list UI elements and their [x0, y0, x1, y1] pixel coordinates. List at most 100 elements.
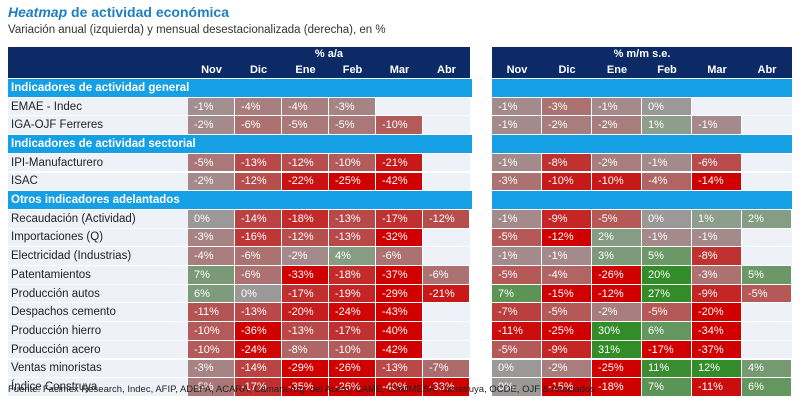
heat-cell: -5%	[282, 116, 328, 135]
heat-cell: -24%	[329, 303, 375, 322]
subtitle: Variación anual (izquierda) y mensual de…	[8, 24, 386, 36]
heat-cell: -14%	[692, 172, 741, 191]
heat-cell: -10%	[329, 153, 375, 172]
heat-cell: -20%	[282, 303, 328, 322]
heat-cell: 0%	[492, 378, 541, 396]
heat-cell: 6%	[642, 322, 691, 340]
empty-cell	[742, 172, 792, 191]
heat-cell: -1%	[592, 97, 641, 116]
heat-cell: 3%	[592, 247, 641, 265]
heat-cell: -13%	[282, 322, 328, 340]
heat-cell: -11%	[492, 322, 541, 340]
heat-cell: -37%	[692, 340, 741, 359]
empty-cell	[423, 116, 470, 135]
heat-cell: -1%	[692, 116, 741, 135]
heat-cell: -2%	[592, 303, 641, 322]
empty-cell	[423, 322, 470, 340]
heat-cell: -37%	[376, 266, 422, 284]
heat-cell: -3%	[329, 97, 375, 116]
heat-cell: 30%	[592, 322, 641, 340]
heat-cell: 12%	[692, 359, 741, 378]
empty-cell	[423, 172, 470, 191]
heat-cell: -17%	[376, 209, 422, 228]
row-label: EMAE - Indec	[8, 97, 188, 116]
heat-cell: 6%	[742, 378, 791, 396]
heat-cell: -2%	[592, 116, 641, 135]
month-header: Ene	[282, 61, 329, 78]
heat-cell: -14%	[235, 359, 281, 378]
row-label: Importaciones (Q)	[8, 228, 188, 247]
title-rest: de actividad económica	[71, 4, 229, 20]
section-title: Otros indicadores adelantados	[8, 191, 472, 209]
heat-cell: -17%	[329, 322, 375, 340]
row-label: Índice Construya	[8, 378, 188, 396]
heat-cell: -12%	[282, 153, 328, 172]
heat-cell: -1%	[492, 97, 541, 116]
row-label: Producción acero	[8, 340, 188, 359]
heat-cell: -2%	[188, 116, 234, 135]
heat-cell: -17%	[235, 378, 281, 396]
heat-cell: -1%	[188, 97, 234, 116]
heat-cell: -13%	[376, 359, 422, 378]
heat-cell: -3%	[692, 266, 741, 284]
heat-cell: -26%	[592, 266, 641, 284]
header-blank	[8, 47, 188, 78]
heat-cell: -10%	[542, 172, 591, 191]
heat-cell: -14%	[235, 209, 281, 228]
empty-cell	[742, 153, 792, 172]
heat-cell: -5%	[742, 284, 791, 303]
heat-cell: -21%	[423, 284, 469, 303]
heat-cell: -11%	[188, 303, 234, 322]
heat-cell: -9%	[542, 209, 591, 228]
month-header: Abr	[423, 61, 470, 78]
heat-cell: -34%	[692, 322, 741, 340]
empty-cell	[423, 153, 470, 172]
source: Fuente: Facimex Research, Indec, AFIP, A…	[8, 384, 595, 395]
row-label: Producción autos	[8, 284, 188, 303]
heat-cell: -18%	[329, 266, 375, 284]
row-label: IGA-OJF Ferreres	[8, 116, 188, 135]
month-header: Feb	[329, 61, 376, 78]
heat-cell: -9%	[542, 340, 591, 359]
empty-cell	[742, 116, 792, 135]
heat-cell: -2%	[188, 172, 234, 191]
heat-cell: -4%	[282, 97, 328, 116]
heat-cell: -1%	[692, 228, 741, 247]
heat-cell: -10%	[329, 340, 375, 359]
row-label: IPI-Manufacturero	[8, 153, 188, 172]
heat-cell: -7%	[492, 303, 541, 322]
heat-cell: 1%	[692, 209, 741, 228]
row-label: Recaudación (Actividad)	[8, 209, 188, 228]
heat-cell: -9%	[692, 284, 741, 303]
heat-cell: 0%	[235, 284, 281, 303]
heat-cell: -29%	[282, 359, 328, 378]
heat-cell: -11%	[692, 378, 741, 396]
heat-cell: -5%	[592, 209, 641, 228]
empty-cell	[376, 97, 423, 116]
row-label: Despachos cemento	[8, 303, 188, 322]
empty-cell	[423, 228, 470, 247]
heat-cell: 0%	[642, 209, 691, 228]
heat-cell: -4%	[642, 172, 691, 191]
empty-cell	[742, 322, 792, 340]
heat-cell: -10%	[188, 322, 234, 340]
heat-cell: -5%	[329, 116, 375, 135]
heat-cell: -25%	[329, 172, 375, 191]
month-header: Abr	[742, 61, 792, 78]
heat-cell: -6%	[235, 116, 281, 135]
month-header: Mar	[376, 61, 423, 78]
heat-cell: 2%	[592, 228, 641, 247]
heat-cell: 2%	[742, 209, 791, 228]
heat-cell: -10%	[188, 340, 234, 359]
heat-cell: 0%	[492, 359, 541, 378]
heat-cell: -6%	[235, 247, 281, 265]
row-label: Producción hierro	[8, 322, 188, 340]
heat-cell: -1%	[492, 116, 541, 135]
panel-header: % a/a	[188, 47, 470, 61]
heat-cell: 11%	[642, 359, 691, 378]
month-header: Mar	[692, 61, 742, 78]
section-band	[492, 191, 792, 209]
heat-cell: -1%	[642, 228, 691, 247]
heat-cell: -25%	[592, 359, 641, 378]
heat-cell: -2%	[282, 247, 328, 265]
